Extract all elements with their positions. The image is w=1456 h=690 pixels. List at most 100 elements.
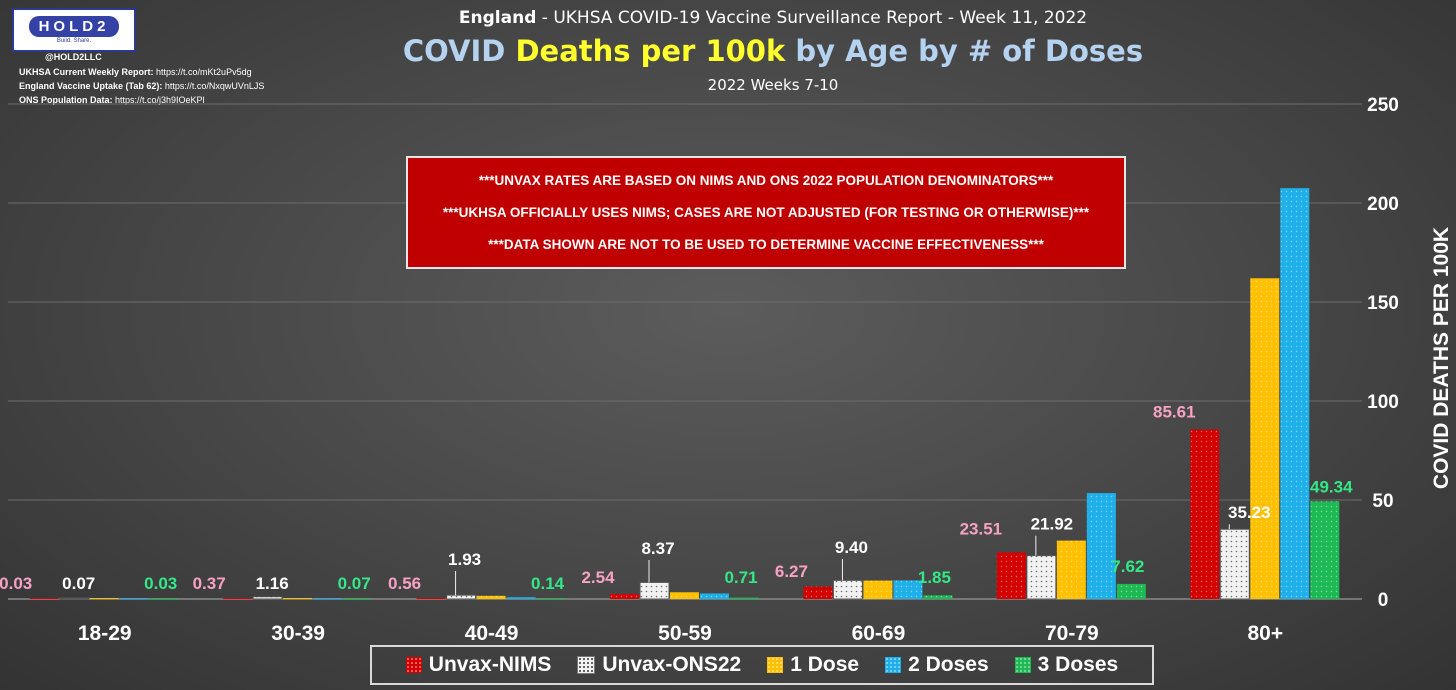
- bar-texture: [670, 592, 699, 599]
- hold2-logo: HOLD2 Build. Share.: [12, 8, 136, 52]
- x-category-label: 40-49: [465, 622, 519, 645]
- y-tick-label: 200: [1367, 194, 1399, 215]
- x-category-label: 50-59: [658, 622, 712, 645]
- bar-texture: [1056, 540, 1086, 599]
- data-label: 35.23: [1228, 503, 1271, 522]
- bar-texture: [610, 593, 639, 599]
- title-part2: by Age by # of Doses: [785, 34, 1144, 68]
- y-tick-label: 150: [1367, 293, 1399, 314]
- legend-item-3-doses: 3 Doses: [1014, 653, 1119, 677]
- bar-texture: [1086, 493, 1116, 599]
- bar-texture: [640, 582, 669, 599]
- y-tick-label: 0: [1378, 590, 1389, 611]
- bar-texture: [923, 595, 953, 599]
- bar-texture: [446, 595, 476, 599]
- supertitle-country: England: [458, 8, 537, 28]
- source-link[interactable]: https://t.co/NxqwUVnLJS: [162, 81, 265, 91]
- bar-texture: [416, 597, 446, 599]
- legend-label: Unvax-ONS22: [602, 653, 742, 676]
- y-axis-label: COVID DEATHS PER 100K: [1430, 227, 1453, 489]
- legend-label: 1 Dose: [790, 653, 860, 676]
- bar-texture: [893, 580, 923, 599]
- bar-texture: [1250, 278, 1280, 599]
- x-category-label: 60-69: [852, 622, 906, 645]
- title-highlight: Deaths per 100k: [515, 34, 786, 68]
- data-label: 0.56: [388, 574, 421, 593]
- disclaimer-box: ***UNVAX RATES ARE BASED ON NIMS AND ONS…: [406, 156, 1126, 269]
- legend-label: 2 Doses: [908, 653, 989, 676]
- data-label: 2.54: [581, 568, 615, 587]
- bar-texture: [833, 580, 863, 599]
- bar-texture: [730, 597, 759, 599]
- bar-texture: [506, 597, 536, 599]
- y-axis-ticks: 0 50 100 150 200 250: [1367, 95, 1399, 611]
- legend-label: 3 Doses: [1037, 653, 1119, 676]
- source-line-ons: ONS Population Data: https://t.co/j3h9IO…: [19, 95, 205, 105]
- bar-texture: [863, 580, 893, 599]
- data-label: 6.27: [775, 562, 808, 581]
- bar-texture: [283, 598, 313, 599]
- disclaimer-line: ***DATA SHOWN ARE NOT TO BE USED TO DETE…: [488, 237, 1044, 253]
- title-part1: COVID: [402, 34, 516, 68]
- bar-series: [29, 188, 1340, 600]
- chart-subtitle: 2022 Weeks 7-10: [707, 76, 839, 94]
- data-label: 1.16: [256, 574, 289, 593]
- source-line-ukhsa: UKHSA Current Weekly Report: https://t.c…: [19, 67, 252, 77]
- source-label: UKHSA Current Weekly Report:: [19, 67, 154, 77]
- logo-wordmark: HOLD2: [28, 16, 120, 37]
- chart-legend: Unvax-NIMS Unvax-ONS22 1 Dose 2 Doses 3 …: [370, 645, 1154, 685]
- source-label: ONS Population Data:: [19, 95, 113, 105]
- bar-texture: [89, 598, 119, 599]
- y-tick-label: 250: [1367, 95, 1399, 116]
- bar-texture: [29, 598, 59, 599]
- data-label: 0.07: [338, 574, 371, 593]
- x-category-label: 70-79: [1045, 622, 1099, 645]
- data-label: 85.61: [1153, 402, 1196, 421]
- bar-texture: [996, 552, 1026, 599]
- bar-texture: [223, 598, 253, 599]
- data-label: 0.71: [724, 568, 757, 587]
- bar-texture: [313, 598, 343, 599]
- legend-swatch: [885, 657, 902, 673]
- x-category-label: 30-39: [271, 622, 325, 645]
- data-label: 21.92: [1031, 515, 1074, 534]
- bar-texture: [1220, 529, 1250, 599]
- bar-texture: [1190, 429, 1220, 599]
- bar-texture: [149, 598, 179, 599]
- bar-texture: [476, 595, 506, 599]
- supertitle-rest: - UKHSA COVID-19 Vaccine Surveillance Re…: [536, 8, 1088, 28]
- x-axis-categories: 18-29 30-39 40-49 50-59 60-69 70-79 80+: [78, 622, 1283, 645]
- y-tick-label: 50: [1372, 491, 1393, 512]
- disclaimer-line: ***UNVAX RATES ARE BASED ON NIMS AND ONS…: [478, 172, 1054, 188]
- source-line-uptake: England Vaccine Uptake (Tab 62): https:/…: [19, 81, 264, 91]
- legend-label: Unvax-NIMS: [428, 653, 552, 676]
- chart-supertitle: England - UKHSA COVID-19 Vaccine Surveil…: [0, 8, 1456, 28]
- bar-texture: [536, 598, 566, 599]
- legend-swatch: [405, 657, 422, 673]
- legend-item-2-doses: 2 Doses: [885, 653, 989, 677]
- legend-swatch: [767, 657, 784, 673]
- y-tick-label: 100: [1367, 392, 1399, 413]
- bar-texture: [1280, 188, 1310, 599]
- source-link[interactable]: https://t.co/j3h9IOeKPl: [112, 95, 205, 105]
- source-label: England Vaccine Uptake (Tab 62):: [19, 81, 163, 91]
- data-label: 0.03: [0, 574, 32, 593]
- logo-tagline: Build. Share.: [56, 38, 92, 44]
- bar-texture: [59, 598, 89, 599]
- x-category-label: 18-29: [78, 622, 132, 645]
- bar-texture: [1026, 555, 1056, 599]
- data-label: 49.34: [1310, 477, 1353, 496]
- source-link[interactable]: https://t.co/mKt2uPv5dg: [153, 67, 252, 77]
- data-label: 0.03: [144, 574, 177, 593]
- data-label: 23.51: [960, 519, 1003, 538]
- data-label: 1.93: [448, 550, 481, 569]
- data-label: 8.37: [641, 539, 674, 558]
- legend-item-unvax-nims: Unvax-NIMS: [405, 653, 552, 677]
- legend-item-1-dose: 1 Dose: [767, 653, 859, 677]
- data-label: 9.40: [835, 538, 868, 557]
- data-label: 0.37: [193, 574, 226, 593]
- data-labels: 0.03 0.07 0.03 0.37 1.16 0.07 0.56 1.93 0.14 2.54…: [0, 402, 1353, 596]
- bar-texture: [253, 596, 283, 599]
- bar-texture: [1116, 583, 1146, 599]
- disclaimer-line: ***UKHSA OFFICIALLY USES NIMS; CASES ARE…: [442, 204, 1090, 220]
